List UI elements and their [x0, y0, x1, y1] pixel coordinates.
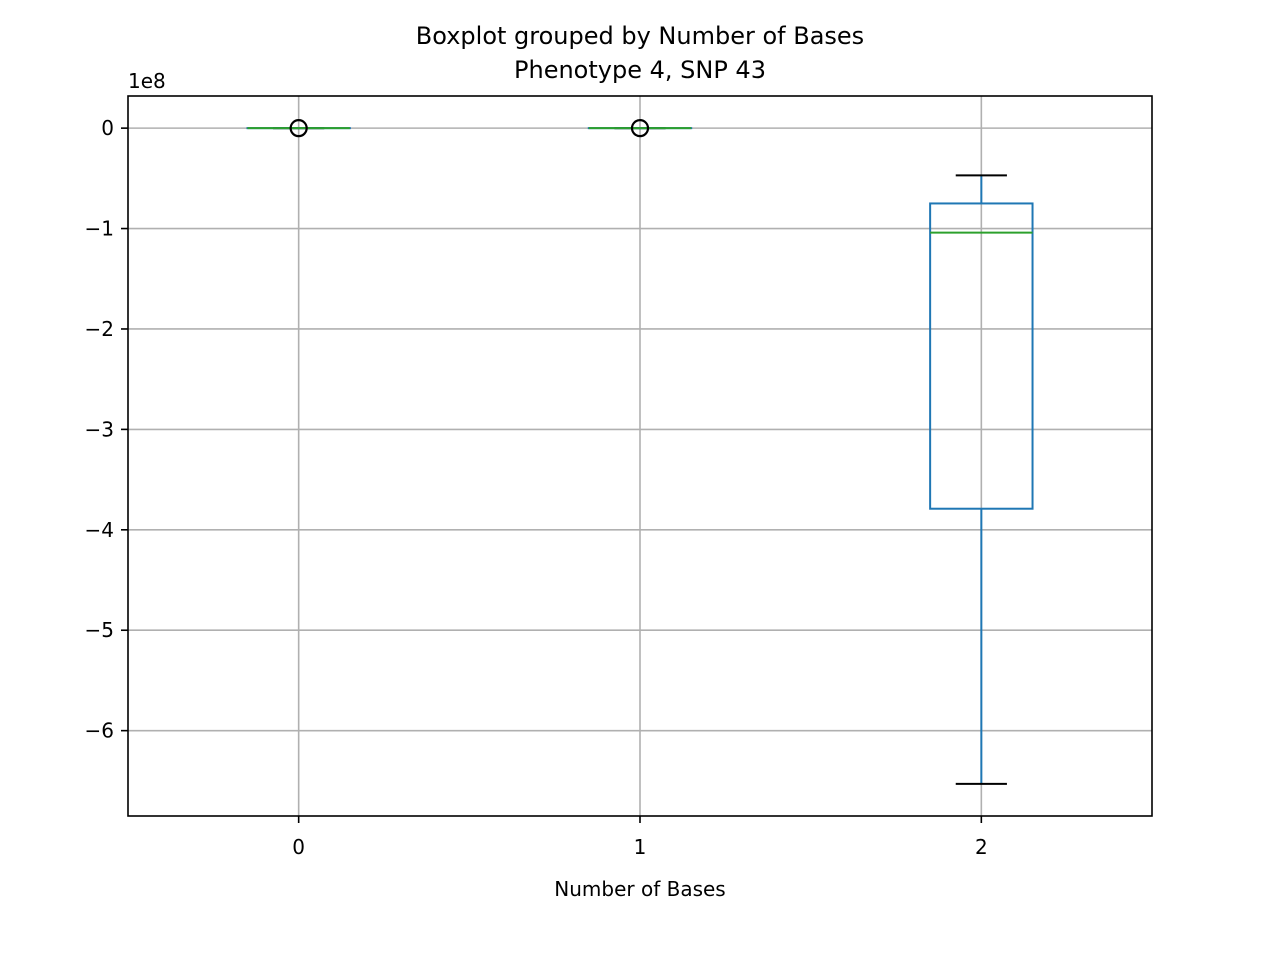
y-tick-label: −2	[85, 317, 114, 341]
box-layer	[246, 119, 1034, 785]
box-group-1	[587, 119, 693, 138]
y-tick-label: 0	[101, 116, 114, 140]
y-tick-label: −1	[85, 217, 114, 241]
box-group-0	[246, 119, 351, 138]
chart-subtitle: Phenotype 4, SNP 43	[514, 56, 766, 84]
y-tick-label: −3	[85, 417, 114, 441]
flier-point	[289, 119, 308, 138]
x-tick-label: 1	[634, 835, 647, 859]
plot-frame	[127, 95, 1153, 817]
x-axis-label: Number of Bases	[554, 877, 725, 901]
y-offset-label: 1e8	[128, 69, 166, 93]
x-tick-label: 2	[975, 835, 988, 859]
y-tick-label: −5	[85, 618, 114, 642]
axis-layer: 0 −1 −2 −3 −4 −5 −6 0 1 2	[85, 95, 1153, 859]
flier-point	[630, 119, 650, 138]
box-group-2	[929, 174, 1034, 785]
y-tick-label: −6	[85, 719, 114, 743]
x-tick-label: 0	[292, 835, 305, 859]
y-tick-label: −4	[85, 518, 114, 542]
box-iqr	[929, 202, 1034, 510]
chart-title: Boxplot grouped by Number of Bases	[416, 22, 864, 50]
